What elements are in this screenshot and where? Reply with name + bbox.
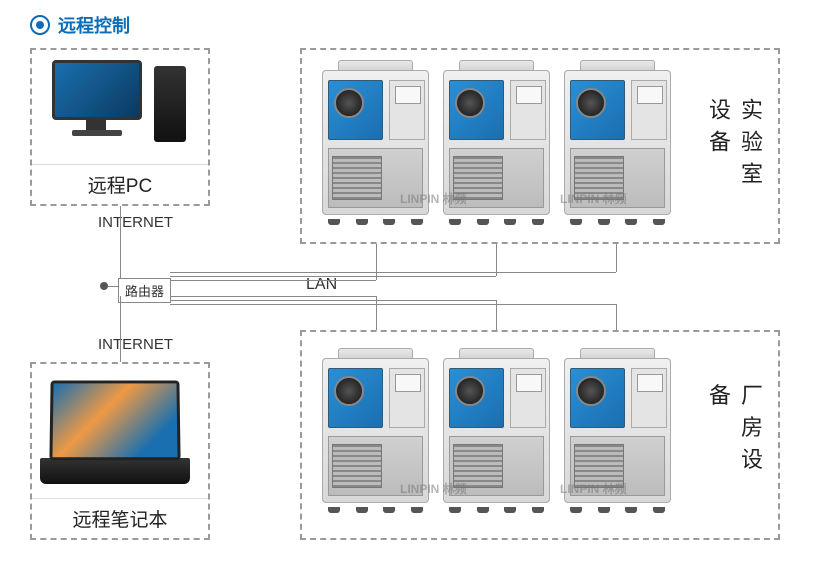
laptop-icon <box>50 380 200 484</box>
conn-line <box>376 244 377 280</box>
lab-chambers-row <box>318 60 675 225</box>
conn-line <box>170 276 496 277</box>
conn-line <box>108 286 118 287</box>
conn-line <box>170 300 496 301</box>
diagram-title: 远程控制 <box>30 12 130 38</box>
plant-equipment-label: 厂房设备 <box>702 384 766 487</box>
lab-equipment-label: 实验室设备 <box>702 98 766 194</box>
title-text: 远程控制 <box>58 12 130 38</box>
test-chamber-icon <box>318 348 433 513</box>
test-chamber-icon <box>318 60 433 225</box>
conn-line <box>616 244 617 272</box>
lan-label: LAN <box>306 276 337 294</box>
target-icon <box>30 15 50 35</box>
remote-laptop-box: 远程笔记本 <box>30 362 210 540</box>
internet-label-top: INTERNET <box>98 214 173 231</box>
conn-line <box>170 296 376 297</box>
conn-line <box>120 296 121 362</box>
internet-label-bottom: INTERNET <box>98 336 173 353</box>
remote-pc-label: 远程PC <box>32 164 208 204</box>
conn-line <box>616 304 617 330</box>
conn-line <box>120 206 121 278</box>
conn-line <box>170 280 376 281</box>
plant-chambers-row <box>318 348 675 513</box>
test-chamber-icon <box>439 60 554 225</box>
test-chamber-icon <box>560 60 675 225</box>
test-chamber-icon <box>560 348 675 513</box>
test-chamber-icon <box>439 348 554 513</box>
conn-line <box>170 272 616 273</box>
junction-dot <box>100 282 108 290</box>
remote-laptop-label: 远程笔记本 <box>32 498 208 538</box>
conn-line <box>496 244 497 276</box>
conn-line <box>496 300 497 330</box>
desktop-pc-icon <box>46 60 196 136</box>
router-node: 路由器 <box>118 278 171 303</box>
remote-pc-box: 远程PC <box>30 48 210 206</box>
router-label: 路由器 <box>125 284 164 299</box>
conn-line <box>170 304 616 305</box>
conn-line <box>376 296 377 330</box>
